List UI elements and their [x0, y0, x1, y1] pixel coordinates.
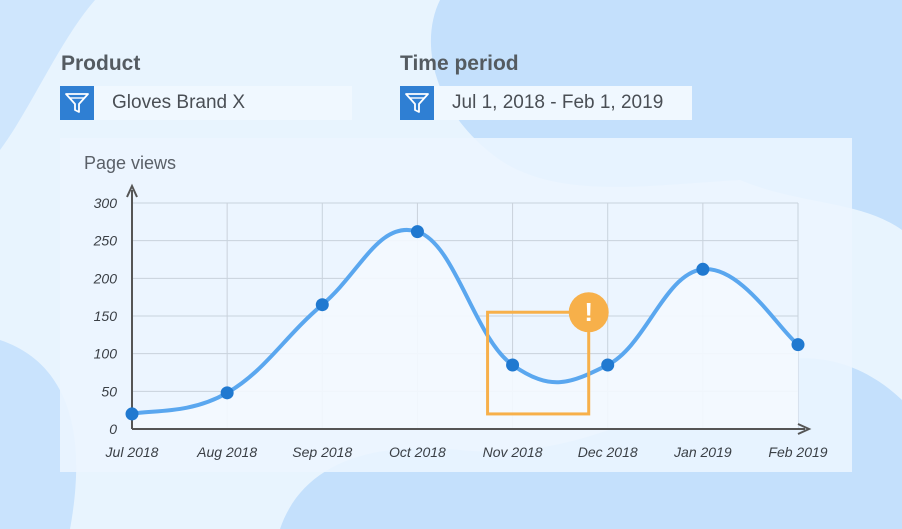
product-filter[interactable]: Gloves Brand X: [60, 86, 352, 120]
filter-icon[interactable]: [60, 86, 94, 120]
data-point-jan-2019: [696, 262, 710, 276]
warning-badge-symbol: !: [584, 297, 593, 327]
data-point-feb-2019: [791, 338, 805, 352]
exclamation-icon: !: [568, 292, 609, 333]
x-tick-label: Sep 2018: [292, 444, 352, 460]
product-filter-value: Gloves Brand X: [112, 92, 246, 113]
series-line: [130, 227, 800, 416]
y-axis-arrow: [126, 183, 138, 198]
y-tick-label: 250: [93, 233, 118, 249]
filter-icon[interactable]: [400, 86, 434, 120]
data-point-dec-2018: [601, 358, 615, 372]
series-area: [132, 229, 798, 429]
data-point-jul-2018: [125, 407, 139, 421]
data-point-sep-2018: [315, 298, 329, 312]
y-tick-label: 100: [94, 346, 118, 362]
data-point-oct-2018: [410, 225, 424, 239]
y-tick-label: 0: [109, 421, 117, 437]
x-tick-label: Aug 2018: [196, 444, 257, 460]
data-point-nov-2018: [506, 358, 520, 372]
x-tick-label: Jan 2019: [673, 444, 732, 460]
x-tick-label: Jul 2018: [105, 444, 159, 460]
x-tick-label: Dec 2018: [578, 444, 638, 460]
time-period-filter[interactable]: Jul 1, 2018 - Feb 1, 2019: [400, 86, 692, 120]
data-point-aug-2018: [220, 386, 234, 400]
x-axis-arrow: [797, 423, 812, 435]
warning-badge-circle: [568, 292, 609, 333]
y-tick-label: 50: [101, 383, 117, 399]
time-period-filter-label: Time period: [400, 52, 519, 75]
time-period-filter-value: Jul 1, 2018 - Feb 1, 2019: [452, 92, 664, 113]
x-tick-label: Nov 2018: [483, 444, 543, 460]
chart-title: Page views: [84, 153, 176, 173]
product-filter-label: Product: [61, 52, 141, 75]
y-tick-label: 300: [94, 195, 118, 211]
anomaly-highlight-box: [486, 310, 591, 416]
x-tick-label: Feb 2019: [768, 444, 827, 460]
y-tick-label: 150: [94, 308, 118, 324]
y-tick-label: 200: [93, 270, 118, 286]
x-tick-label: Oct 2018: [389, 444, 446, 460]
